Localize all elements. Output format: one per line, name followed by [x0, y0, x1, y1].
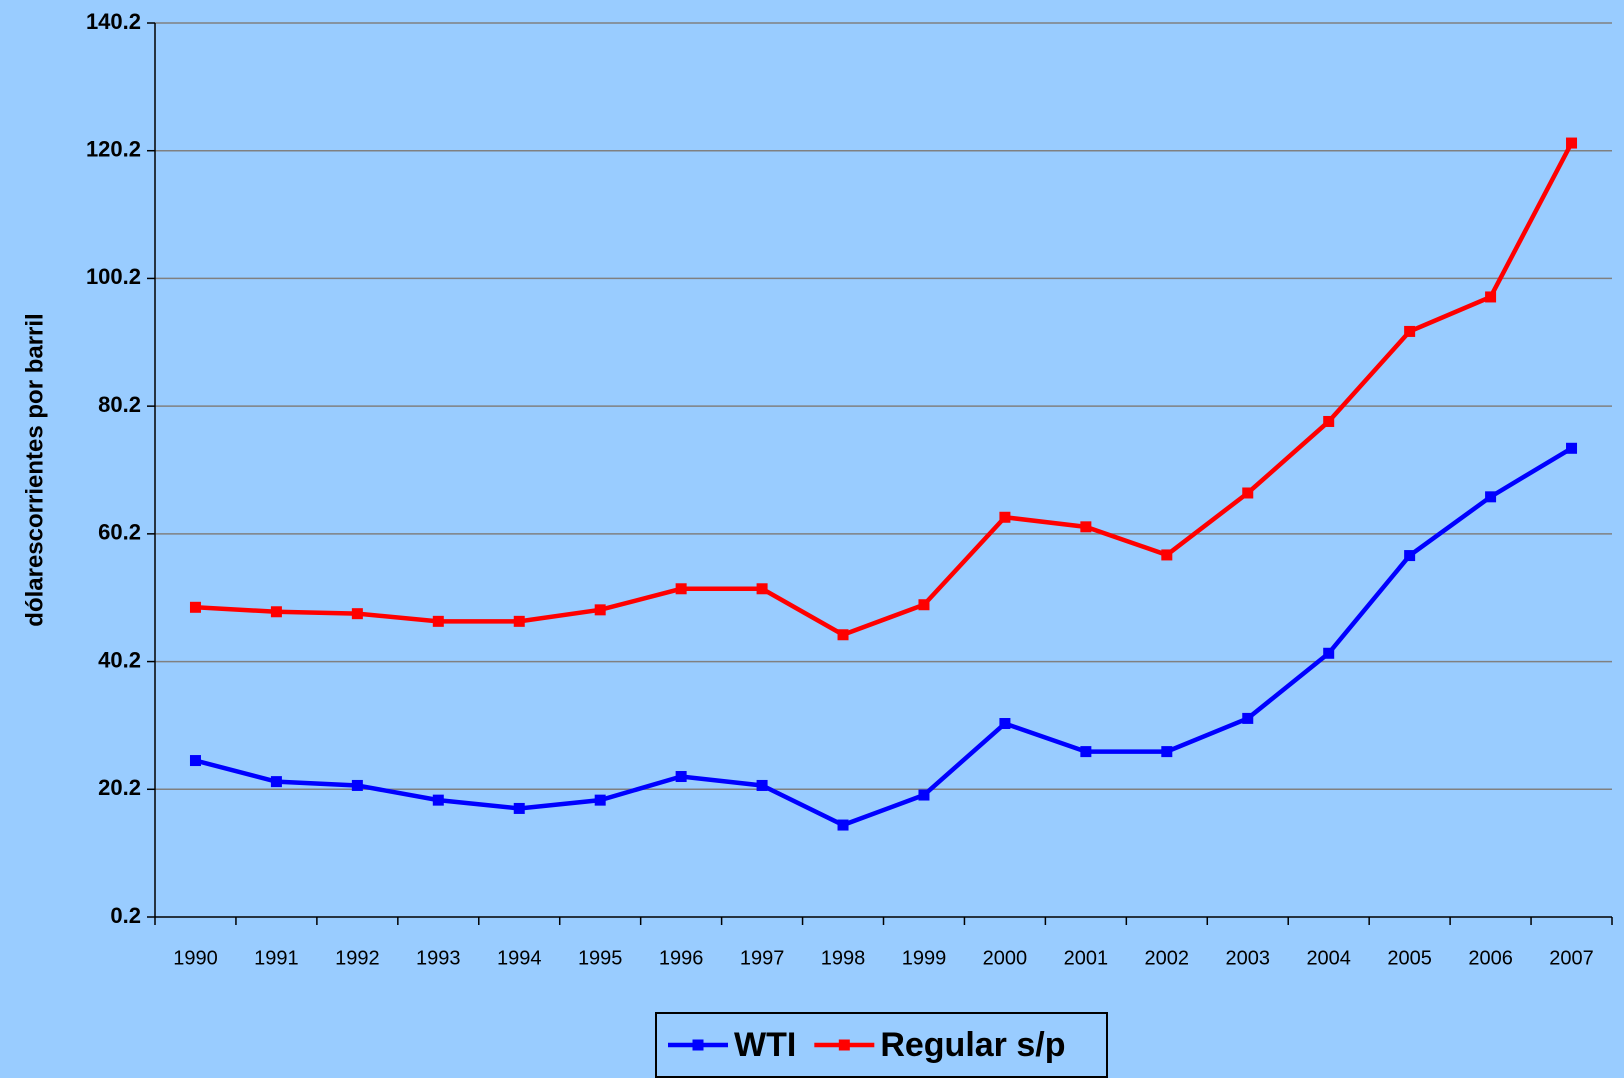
legend-swatch-marker [692, 1039, 704, 1051]
point-marker [675, 583, 687, 595]
x-tick-label: 1997 [740, 947, 785, 969]
point-marker [513, 802, 525, 814]
y-tick-label: 60.2 [98, 520, 141, 545]
point-marker [1566, 137, 1578, 149]
y-tick-label: 140.2 [86, 9, 141, 34]
x-tick-label: 2006 [1468, 947, 1513, 969]
series-line [194, 446, 1573, 828]
x-tick-label: 1991 [254, 947, 299, 969]
x-tick-label: 1998 [821, 947, 866, 969]
point-marker [999, 718, 1011, 730]
point-marker [432, 794, 444, 806]
point-marker [1080, 521, 1092, 533]
point-marker [594, 604, 606, 616]
x-tick-label: 1990 [173, 947, 218, 969]
y-tick-label: 20.2 [98, 775, 141, 800]
point-marker [189, 755, 201, 767]
point-marker [756, 583, 768, 595]
point-marker [351, 779, 363, 791]
y-tick-label: 120.2 [86, 137, 141, 162]
point-marker [513, 615, 525, 627]
point-marker [918, 599, 930, 611]
x-tick-label: 2000 [983, 947, 1028, 969]
point-marker [270, 776, 282, 788]
point-marker [837, 819, 849, 831]
legend-swatch-marker [838, 1039, 850, 1051]
point-marker [1242, 487, 1254, 499]
x-tick-label: 1996 [659, 947, 704, 969]
legend-label: WTI [734, 1026, 796, 1064]
point-marker [1242, 712, 1254, 724]
x-tick-label: 1992 [335, 947, 380, 969]
point-marker [1566, 442, 1578, 454]
x-tick-label: 1994 [497, 947, 542, 969]
y-tick-label: 40.2 [98, 647, 141, 672]
point-marker [918, 789, 930, 801]
point-marker [837, 629, 849, 641]
legend-label: Regular s/p [880, 1026, 1065, 1064]
x-tick-label: 1993 [416, 947, 461, 969]
point-marker [594, 794, 606, 806]
x-tick-label: 2007 [1549, 947, 1594, 969]
x-tick-label: 2002 [1145, 947, 1190, 969]
point-marker [1323, 647, 1335, 659]
x-tick-label: 2005 [1387, 947, 1432, 969]
point-marker [1080, 746, 1092, 758]
point-marker [1161, 746, 1173, 758]
point-marker [756, 779, 768, 791]
point-marker [270, 606, 282, 618]
point-marker [1161, 549, 1173, 561]
x-tick-label: 1999 [902, 947, 947, 969]
x-tick-label: 2003 [1226, 947, 1271, 969]
point-marker [1485, 291, 1497, 303]
point-marker [1404, 325, 1416, 337]
legend-box [655, 1012, 1108, 1078]
y-tick-label: 100.2 [86, 264, 141, 289]
x-tick-label: 1995 [578, 947, 623, 969]
point-marker [432, 615, 444, 627]
point-marker [1323, 415, 1335, 427]
point-marker [999, 511, 1011, 523]
point-marker [1404, 550, 1416, 562]
point-marker [189, 601, 201, 613]
x-tick-label: 2001 [1064, 947, 1109, 969]
point-marker [351, 608, 363, 620]
point-marker [675, 771, 687, 783]
point-marker [1485, 491, 1497, 503]
series-line [195, 142, 1574, 638]
y-tick-label: 80.2 [98, 392, 141, 417]
y-tick-label: 0.2 [110, 903, 141, 928]
y-axis-title: dólarescorrientes por barril [21, 313, 48, 626]
x-tick-label: 2004 [1306, 947, 1351, 969]
